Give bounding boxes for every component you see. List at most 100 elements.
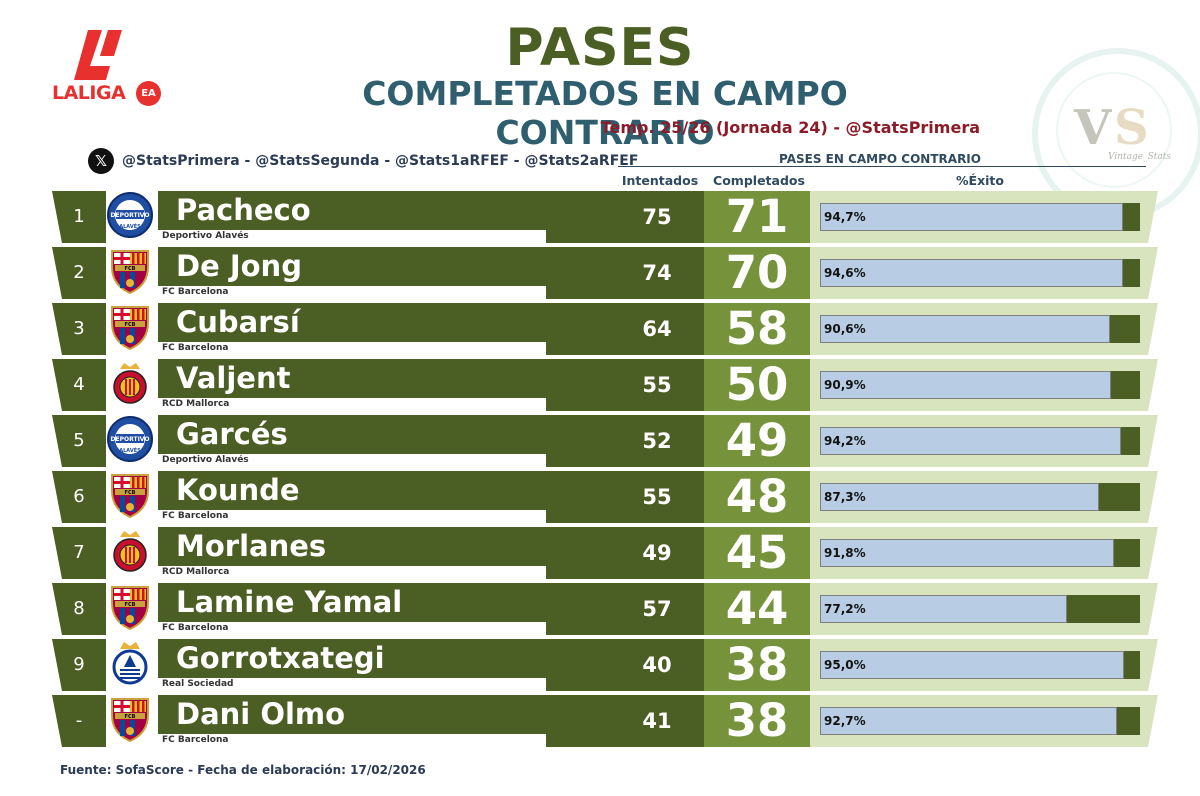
rank-label: -: [52, 695, 106, 747]
page-title: PASES: [505, 18, 695, 78]
pct-bar-track: 92,7%: [820, 707, 1140, 735]
barcelona-crest-icon: FCB: [106, 695, 158, 747]
club-name: Real Sociedad: [162, 679, 234, 689]
completed-cell: 38: [704, 639, 810, 691]
table-row: 5 DEPORTIVO ALAVÉS Garcés Deportivo Alavés 52…: [52, 415, 1158, 467]
column-header-completed: Completados: [713, 173, 805, 188]
pct-label: 94,7%: [824, 210, 866, 224]
player-cell: Garcés Deportivo Alavés: [158, 415, 704, 467]
table-row: 3 FCB Cubarsí FC Barcelona 64 58 90,6%: [52, 303, 1158, 355]
barcelona-crest-icon: FCB: [106, 247, 158, 299]
club-name: FC Barcelona: [162, 511, 229, 521]
completed-value: 71: [725, 190, 789, 243]
pct-bar-track: 94,7%: [820, 203, 1140, 231]
pct-label: 94,6%: [824, 266, 866, 280]
svg-text:FCB: FCB: [125, 714, 136, 720]
table-row: 4 Valjent RCD Mallorca 55 50 90,9%: [52, 359, 1158, 411]
attempted-value: 52: [642, 429, 672, 453]
svg-text:ALAVÉS: ALAVÉS: [119, 222, 141, 230]
club-strip: RCD Mallorca: [158, 398, 546, 411]
player-cell: Gorrotxategi Real Sociedad: [158, 639, 704, 691]
rank-label: 8: [52, 583, 106, 635]
rank-label: 1: [52, 191, 106, 243]
barcelona-crest-icon: FCB: [106, 583, 158, 635]
pct-bar: [820, 707, 1117, 735]
player-cell: Morlanes RCD Mallorca: [158, 527, 704, 579]
club-name: FC Barcelona: [162, 735, 229, 745]
table-row: 9 Gorrotxategi Real Sociedad 40 38 95,0%: [52, 639, 1158, 691]
table-row: 1 DEPORTIVO ALAVÉS Pacheco Deportivo Alavés 7…: [52, 191, 1158, 243]
club-strip: FC Barcelona: [158, 734, 546, 747]
club-name: RCD Mallorca: [162, 399, 230, 409]
player-cell: Cubarsí FC Barcelona: [158, 303, 704, 355]
column-group-header: PASES EN CAMPO CONTRARIO: [779, 152, 981, 166]
pct-bar-track: 77,2%: [820, 595, 1140, 623]
laliga-logo-icon: [74, 30, 122, 80]
player-cell: Kounde FC Barcelona: [158, 471, 704, 523]
pct-bar: [820, 651, 1124, 679]
pct-label: 95,0%: [824, 658, 866, 672]
completed-cell: 38: [704, 695, 810, 747]
social-text: @StatsPrimera - @StatsSegunda - @Stats1a…: [122, 153, 639, 169]
player-name: Kounde: [176, 473, 300, 507]
club-name: FC Barcelona: [162, 287, 229, 297]
social-handles: 𝕏 @StatsPrimera - @StatsSegunda - @Stats…: [88, 148, 638, 174]
attempted-value: 75: [642, 205, 672, 229]
table-row: 2 FCB De Jong FC Barcelona 74 70 94,6%: [52, 247, 1158, 299]
pct-cell: 77,2%: [810, 583, 1158, 635]
rank-label: 9: [52, 639, 106, 691]
pct-label: 87,3%: [824, 490, 866, 504]
completed-cell: 58: [704, 303, 810, 355]
svg-text:FCB: FCB: [125, 266, 136, 272]
pct-bar: [820, 203, 1123, 231]
barcelona-crest-icon: FCB: [106, 471, 158, 523]
completed-cell: 70: [704, 247, 810, 299]
svg-text:FCB: FCB: [125, 602, 136, 608]
club-strip: FC Barcelona: [158, 510, 546, 523]
club-strip: Deportivo Alavés: [158, 454, 546, 467]
attempted-value: 57: [642, 597, 672, 621]
completed-value: 49: [725, 414, 789, 467]
column-header-attempted: Intentados: [621, 173, 699, 188]
player-name: Garcés: [176, 417, 288, 451]
pct-bar: [820, 259, 1123, 287]
pct-label: 90,9%: [824, 378, 866, 392]
completed-cell: 50: [704, 359, 810, 411]
pct-bar-track: 90,9%: [820, 371, 1140, 399]
player-name: Gorrotxategi: [176, 641, 385, 675]
pct-bar: [820, 595, 1067, 623]
real-sociedad-crest-icon: [106, 639, 158, 691]
svg-text:ALAVÉS: ALAVÉS: [119, 446, 141, 454]
completed-cell: 71: [704, 191, 810, 243]
pct-bar-track: 90,6%: [820, 315, 1140, 343]
header-divider: [618, 166, 1146, 167]
attempted-value: 64: [642, 317, 672, 341]
pct-bar: [820, 483, 1099, 511]
pct-cell: 95,0%: [810, 639, 1158, 691]
completed-value: 50: [725, 358, 789, 411]
club-strip: FC Barcelona: [158, 622, 546, 635]
pct-label: 90,6%: [824, 322, 866, 336]
player-cell: Pacheco Deportivo Alavés: [158, 191, 704, 243]
table-row: 6 FCB Kounde FC Barcelona 55 48 87,3%: [52, 471, 1158, 523]
player-name: Lamine Yamal: [176, 585, 403, 619]
barcelona-crest-icon: FCB: [106, 303, 158, 355]
svg-text:DEPORTIVO: DEPORTIVO: [111, 436, 150, 443]
attempted-value: 41: [642, 709, 672, 733]
rank-label: 4: [52, 359, 106, 411]
rank-label: 3: [52, 303, 106, 355]
club-strip: FC Barcelona: [158, 286, 546, 299]
pct-cell: 90,9%: [810, 359, 1158, 411]
pct-label: 94,2%: [824, 434, 866, 448]
pct-label: 91,8%: [824, 546, 866, 560]
completed-value: 70: [725, 246, 789, 299]
pct-bar: [820, 539, 1114, 567]
completed-cell: 49: [704, 415, 810, 467]
svg-text:FCB: FCB: [125, 490, 136, 496]
attempted-value: 74: [642, 261, 672, 285]
player-name: Morlanes: [176, 529, 327, 563]
attempted-value: 49: [642, 541, 672, 565]
player-cell: De Jong FC Barcelona: [158, 247, 704, 299]
page-subtitle: COMPLETADOS EN CAMPO CONTRARIO: [362, 74, 848, 152]
club-name: Deportivo Alavés: [162, 455, 249, 465]
